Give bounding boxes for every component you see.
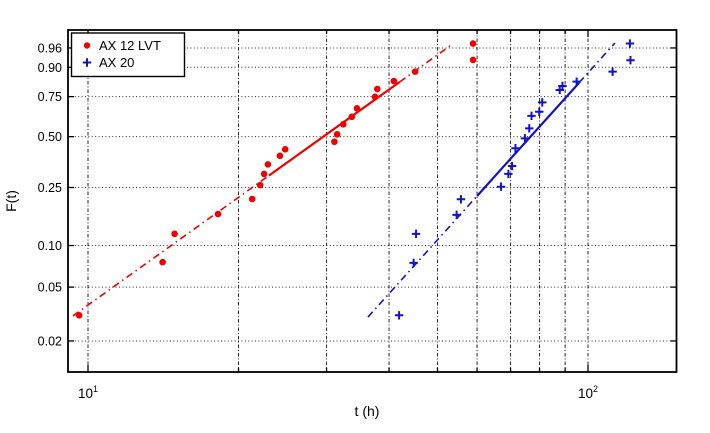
data-point-dot (348, 113, 356, 121)
fit-line-dashdot (399, 43, 454, 83)
data-point-dot (469, 56, 477, 64)
data-point-dot (339, 121, 347, 128)
data-point-plus (511, 144, 520, 153)
data-point-dot (371, 93, 379, 101)
data-point-plus (411, 229, 421, 239)
tick-labels-layer: 0.96 0.90 0.75 0.50 0.25 0.10 0.05 0.02 101 102 (38, 41, 598, 401)
data-point-plus (504, 169, 513, 179)
data-point-plus (527, 111, 536, 121)
legend-marker-dot (83, 42, 91, 49)
grid-layer (68, 30, 677, 372)
data-point-dot (214, 210, 222, 218)
data-point-plus (538, 98, 547, 107)
data-point-plus (608, 67, 617, 76)
data-point-plus (520, 134, 530, 143)
data-point-plus (409, 258, 418, 268)
y-tick-label: 0.50 (38, 130, 62, 144)
legend: AX 12 LVT AX 20 (70, 32, 186, 78)
data-point-dot (333, 131, 341, 138)
data-point-dot (281, 146, 289, 153)
x-tick-label: 101 (78, 384, 98, 401)
fit-line-dashdot (72, 174, 270, 317)
y-tick-label: 0.90 (38, 61, 62, 75)
x-tick-label: 102 (578, 384, 598, 401)
data-point-plus (456, 195, 466, 204)
data-point-plus (507, 161, 517, 171)
y-tick-label: 0.02 (38, 334, 62, 348)
data-point-plus (572, 77, 581, 86)
data-point-plus (535, 107, 544, 116)
data-point-dot (353, 104, 361, 112)
legend-label-ax20: AX 20 (99, 55, 134, 70)
data-point-dot (248, 195, 256, 203)
data-point-dot (264, 161, 272, 168)
data-point-dot (75, 312, 83, 319)
fit-line-dashdot (367, 195, 478, 318)
data-point-dot (159, 258, 166, 266)
data-point-plus (558, 81, 567, 91)
legend-label-ax12lvt: AX 12 LVT (99, 38, 161, 53)
data-point-dot (256, 181, 264, 189)
legend-box (70, 32, 186, 78)
data-point-dot (260, 170, 268, 178)
y-axis-label: F(t) (3, 190, 19, 212)
y-tick-label: 0.25 (38, 181, 62, 195)
data-point-plus (496, 182, 506, 191)
markers-layer (75, 39, 635, 320)
data-point-plus (626, 56, 635, 65)
fit-line-dashdot (578, 42, 616, 84)
data-point-plus (625, 39, 635, 48)
x-axis-label: t (h) (355, 403, 380, 419)
y-tick-label: 0.96 (38, 41, 62, 55)
data-point-dot (469, 40, 477, 47)
tick-layer (68, 30, 677, 372)
data-point-dot (390, 77, 398, 85)
data-point-dot (411, 68, 419, 75)
data-point-dot (374, 85, 381, 93)
legend-marker-plus (82, 58, 92, 67)
data-point-dot (276, 152, 284, 160)
y-tick-label: 0.10 (38, 239, 62, 253)
y-tick-label: 0.05 (38, 281, 62, 295)
data-point-dot (171, 230, 178, 238)
y-tick-label: 0.75 (38, 90, 62, 104)
data-point-plus (452, 210, 461, 220)
data-point-dot (331, 138, 338, 146)
data-point-plus (394, 311, 404, 320)
data-point-plus (525, 124, 534, 133)
axes-box (67, 29, 678, 373)
